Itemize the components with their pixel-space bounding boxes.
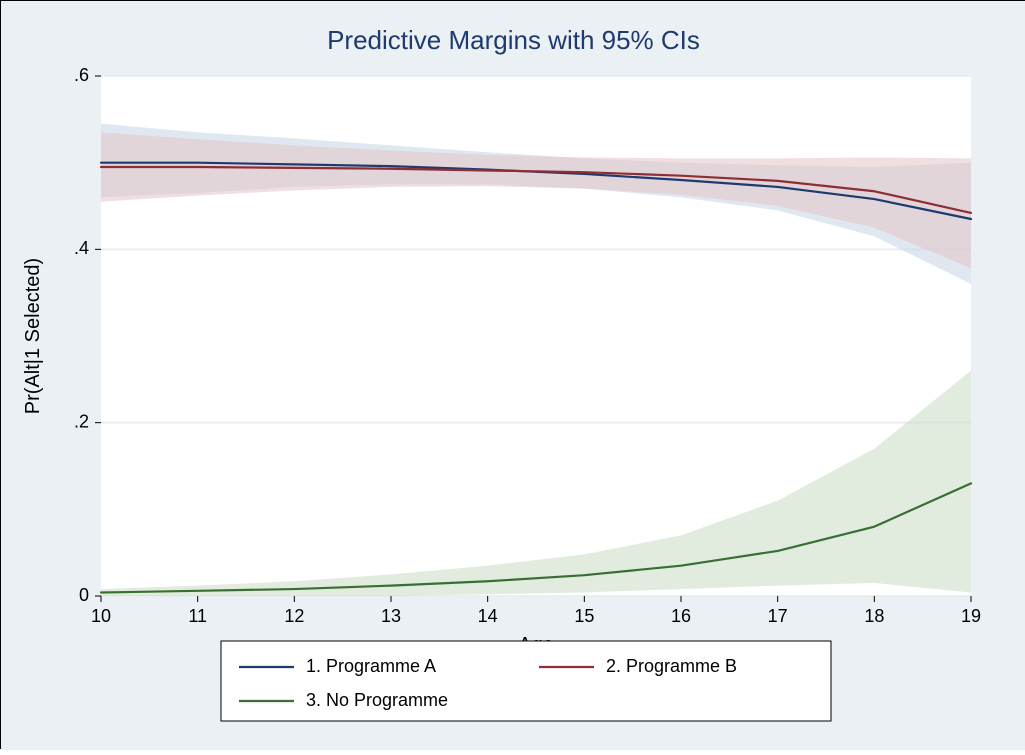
x-tick-label: 18 [864, 606, 884, 626]
figure-outer: 0 .2 .4 .6 10 11 12 13 14 15 16 17 18 19 Predictive Ma… [0, 0, 1025, 749]
y-tick-label: .6 [74, 65, 89, 85]
x-tick-label: 17 [768, 606, 788, 626]
y-tick-label: .2 [74, 411, 89, 431]
x-tick-label: 12 [284, 606, 304, 626]
x-tick-label: 14 [478, 606, 498, 626]
x-tick-label: 11 [188, 606, 207, 626]
y-tick-label: .4 [74, 238, 89, 258]
x-tick-label: 10 [91, 606, 111, 626]
x-tick-label: 13 [381, 606, 401, 626]
x-tick-label: 19 [961, 606, 981, 626]
y-tick-label: 0 [79, 585, 89, 605]
y-axis-label: Pr(Alt|1 Selected) [22, 258, 44, 414]
x-tick-label: 15 [574, 606, 594, 626]
x-tick-label: 16 [671, 606, 691, 626]
chart-title: Predictive Margins with 95% CIs [327, 25, 700, 55]
chart-svg: 0 .2 .4 .6 10 11 12 13 14 15 16 17 18 19 Predictive Ma… [1, 1, 1025, 750]
legend-label: 3. No Programme [306, 690, 448, 710]
legend-label: 2. Programme B [606, 656, 737, 676]
legend-label: 1. Programme A [306, 656, 436, 676]
